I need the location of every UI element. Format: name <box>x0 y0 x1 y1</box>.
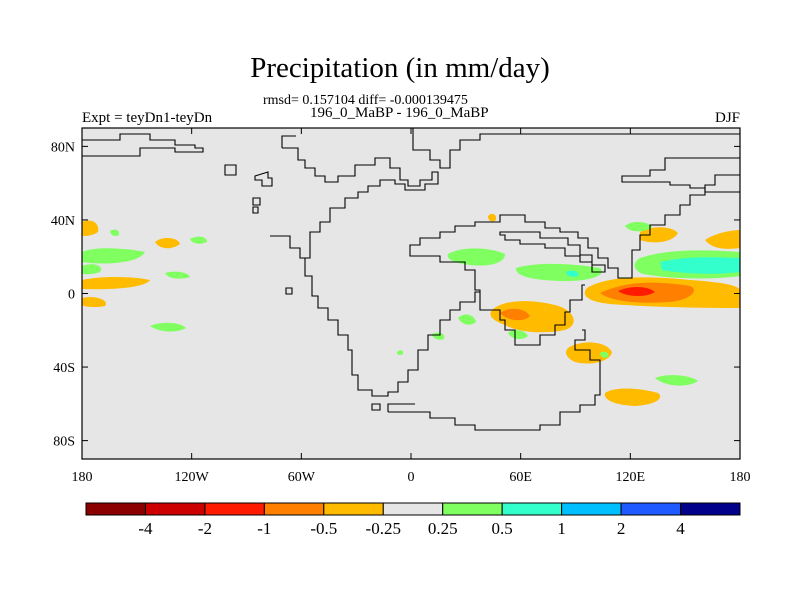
axes: 180 120W 60W 0 60E 120E 180 80N 40N 0 40S 80S <box>51 128 751 485</box>
y-tick-label: 0 <box>68 288 75 303</box>
anomaly-patch <box>82 297 106 308</box>
colorbar-swatch <box>204 502 265 516</box>
case-label: 196_0_MaBP - 196_0_MaBP <box>310 105 489 121</box>
coastlines <box>82 128 740 431</box>
anomaly-patch <box>432 332 445 340</box>
anomaly-patch <box>82 248 145 264</box>
x-tick-label: 180 <box>72 470 93 485</box>
anomaly-patch <box>660 257 740 274</box>
coastline <box>371 403 381 411</box>
colorbar-label: -0.25 <box>366 519 401 538</box>
anomaly-patch <box>150 322 186 332</box>
anomaly-patch <box>705 230 740 249</box>
anomaly-patch <box>604 388 661 406</box>
anomaly-patch <box>458 314 476 325</box>
anomaly-patch <box>500 308 530 321</box>
anomaly-patch <box>655 375 698 386</box>
colorbar-swatch <box>144 502 206 516</box>
anomaly-patch <box>600 351 609 358</box>
y-tick-label: 80S <box>53 435 75 450</box>
colorbar-label: -0.5 <box>310 519 337 538</box>
colorbar-label: -1 <box>257 519 271 538</box>
anomaly-patch <box>82 220 99 236</box>
colorbar-swatch <box>501 502 563 516</box>
y-tick-label: 40N <box>51 214 75 229</box>
anomaly-patch <box>625 221 652 232</box>
colorbar-label: 1 <box>557 519 566 538</box>
coastline <box>252 206 259 214</box>
coastline <box>252 197 261 206</box>
colorbar: -4 -2 -1 -0.5 -0.25 0.25 0.5 1 2 4 <box>85 502 741 538</box>
coastline <box>270 235 310 259</box>
experiment-label: Expt = teyDn1-teyDn <box>82 110 213 126</box>
x-tick-label: 120W <box>175 470 210 485</box>
anomaly-patch <box>508 330 528 340</box>
colorbar-label: -2 <box>198 519 212 538</box>
colorbar-label: 0.25 <box>428 519 458 538</box>
anomaly-fills <box>82 213 740 406</box>
coastline <box>409 174 740 346</box>
stats-text: rmsd= 0.157104 diff= -0.000139475 <box>263 93 468 108</box>
x-tick-label: 120E <box>616 470 646 485</box>
coastline <box>499 231 606 273</box>
anomaly-patch <box>566 342 612 364</box>
coastline <box>224 164 237 176</box>
chart-title: Precipitation (in mm/day) <box>250 52 550 84</box>
colorbar-label: 4 <box>676 519 685 538</box>
coastline <box>621 157 740 193</box>
coastline <box>281 135 296 148</box>
colorbar-swatch <box>442 502 503 516</box>
x-tick-label: 0 <box>408 470 415 485</box>
colorbar-swatch <box>620 502 682 516</box>
coastline <box>388 329 601 431</box>
anomaly-patch <box>110 229 120 236</box>
anomaly-patch <box>618 286 655 296</box>
anomaly-patch <box>190 236 207 244</box>
colorbar-swatch <box>323 502 384 516</box>
x-tick-label: 60E <box>509 470 532 485</box>
x-tick-label: 60W <box>288 470 316 485</box>
coastline <box>412 128 740 169</box>
anomaly-patch <box>397 350 404 356</box>
coastline <box>285 287 293 295</box>
anomaly-patch <box>488 213 497 222</box>
anomaly-patch <box>165 271 190 279</box>
colorbar-label: 2 <box>617 519 626 538</box>
anomaly-patch <box>82 277 150 290</box>
coastline <box>387 403 415 412</box>
colorbar-swatch <box>263 502 325 516</box>
colorbar-label: -4 <box>138 519 153 538</box>
anomaly-patch <box>447 248 505 266</box>
coastline <box>82 133 204 157</box>
colorbar-label: 0.5 <box>492 519 513 538</box>
anomaly-patch <box>82 264 102 275</box>
coastline <box>282 147 480 397</box>
anomaly-patch <box>566 270 579 277</box>
y-tick-label: 80N <box>51 140 75 155</box>
anomaly-patch <box>515 263 602 282</box>
colorbar-swatch <box>85 502 146 516</box>
coastline <box>254 171 273 187</box>
colorbar-swatch <box>561 502 622 516</box>
colorbar-swatch <box>680 502 741 516</box>
colorbar-swatch <box>382 502 444 516</box>
y-tick-label: 40S <box>53 361 75 376</box>
x-tick-label: 180 <box>730 470 751 485</box>
anomaly-patch <box>155 238 180 249</box>
season-label: DJF <box>714 110 740 126</box>
